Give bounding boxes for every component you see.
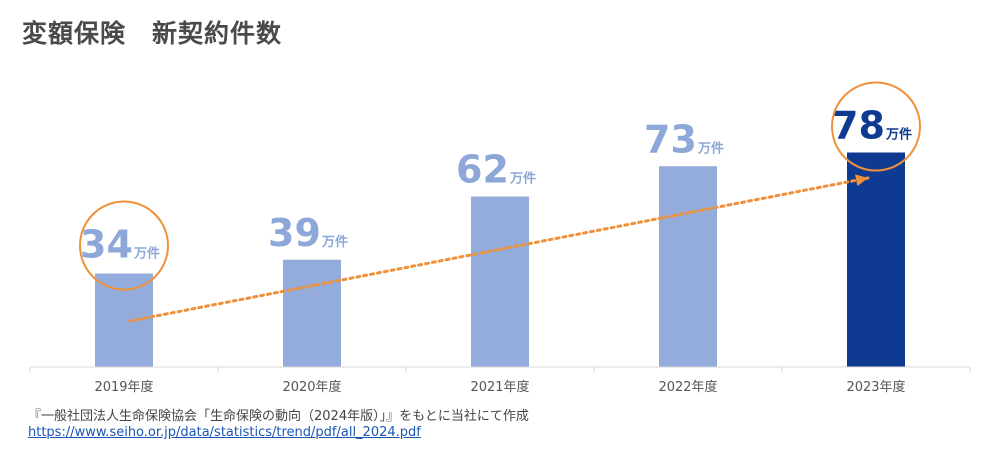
data-label: 78万件 bbox=[832, 104, 912, 148]
trend-line bbox=[128, 176, 870, 323]
data-labels-group: 34万件 39万件 62万件 73万件 78万件 bbox=[80, 104, 912, 267]
x-tick-label: 2020年度 bbox=[282, 379, 341, 395]
x-tick-label: 2019年度 bbox=[94, 379, 153, 395]
bars-group bbox=[95, 152, 905, 367]
x-tick-label: 2022年度 bbox=[658, 379, 717, 395]
x-tick-labels-group: 2019年度 2020年度 2021年度 2022年度 2023年度 bbox=[94, 379, 905, 395]
bar-2019年度 bbox=[95, 273, 153, 367]
highlight-circle bbox=[79, 200, 169, 291]
trend-arrowhead bbox=[855, 174, 868, 187]
highlight-circle bbox=[831, 81, 921, 172]
chart-title: 変額保険 新契約件数 bbox=[22, 19, 283, 48]
highlight-circles-group bbox=[79, 81, 921, 291]
bar-2021年度 bbox=[471, 196, 529, 367]
data-label: 73万件 bbox=[644, 117, 724, 161]
x-axis-ticks-group bbox=[29, 367, 971, 373]
data-label: 39万件 bbox=[268, 211, 348, 255]
trend-arrow-group bbox=[128, 174, 870, 323]
x-tick-label: 2023年度 bbox=[846, 379, 905, 395]
data-label: 34万件 bbox=[80, 223, 160, 267]
x-tick-label: 2021年度 bbox=[470, 379, 529, 395]
data-label: 62万件 bbox=[456, 148, 536, 192]
bar-2020年度 bbox=[283, 259, 341, 367]
bar-2022年度 bbox=[659, 166, 717, 367]
bar-2023年度 bbox=[847, 152, 905, 367]
source-note: 『一般社団法人生命保険協会「生命保険の動向（2024年版）」』をもとに当社にて作… bbox=[28, 409, 529, 424]
source-link[interactable]: https://www.seiho.or.jp/data/statistics/… bbox=[28, 425, 421, 440]
